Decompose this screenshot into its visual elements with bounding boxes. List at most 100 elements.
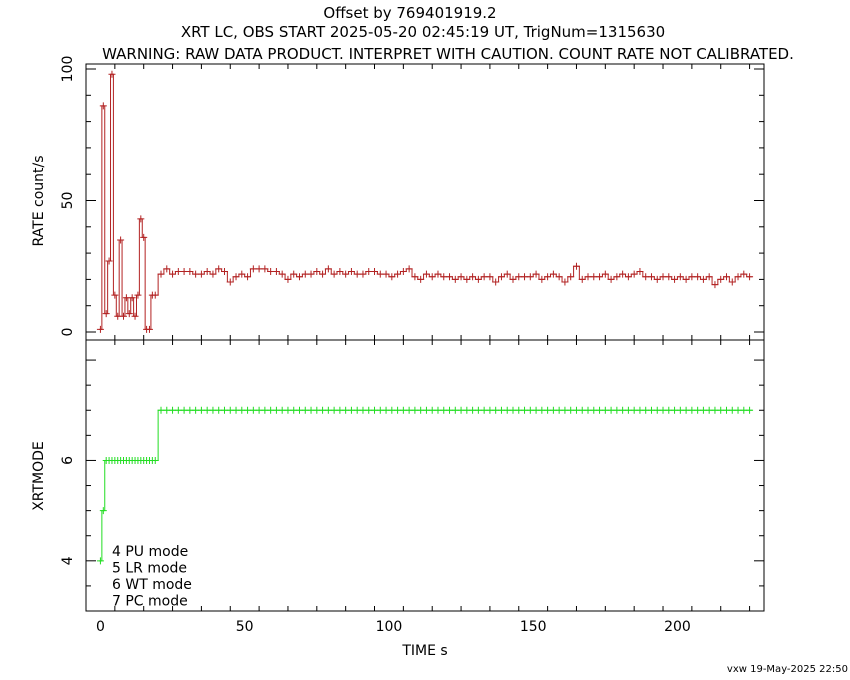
- header-obs-start: XRT LC, OBS START 2025-05-20 02:45:19 UT…: [181, 23, 665, 41]
- rate-point: [347, 268, 355, 276]
- rate-point: [313, 268, 321, 276]
- footer-timestamp: vxw 19-May-2025 22:50: [727, 664, 848, 675]
- rate-point: [169, 270, 177, 278]
- rate-point: [486, 273, 494, 281]
- rate-point: [105, 257, 113, 265]
- time-xlabel: TIME s: [401, 643, 447, 659]
- rate-point: [157, 270, 165, 278]
- rate-point: [117, 236, 125, 244]
- rate-point: [226, 278, 234, 286]
- rate-point: [151, 291, 159, 299]
- rate-point: [244, 273, 252, 281]
- rate-point: [555, 273, 563, 281]
- rate-point: [694, 273, 702, 281]
- rate-point: [526, 273, 534, 281]
- xtick-label: 200: [664, 619, 691, 635]
- rate-point: [417, 275, 425, 283]
- rate-point: [134, 291, 142, 299]
- rate-point: [544, 273, 552, 281]
- rate-point: [509, 275, 517, 283]
- rate-point: [682, 275, 690, 283]
- rate-point: [457, 273, 465, 281]
- rate-point: [451, 275, 459, 283]
- rate-point: [209, 270, 217, 278]
- rate-point: [746, 273, 754, 281]
- rate-point: [140, 233, 148, 241]
- rate-point: [532, 270, 540, 278]
- mode-step-line: [98, 409, 753, 562]
- xtick-label: 100: [376, 619, 403, 635]
- rate-point: [399, 268, 407, 276]
- rate-point: [163, 265, 171, 273]
- rate-point: [503, 270, 511, 278]
- xtick-label: 150: [520, 619, 547, 635]
- rate-point: [722, 273, 730, 281]
- rate-point: [145, 325, 153, 333]
- rate-point: [711, 281, 719, 289]
- rate-point: [307, 270, 315, 278]
- rate-point: [653, 275, 661, 283]
- rate-point: [238, 270, 246, 278]
- rate-point: [120, 312, 128, 320]
- rate-point: [405, 265, 413, 273]
- rate-point: [186, 268, 194, 276]
- rate-point: [290, 270, 298, 278]
- rate-point: [630, 270, 638, 278]
- rate-point: [197, 270, 205, 278]
- rate-point: [371, 268, 379, 276]
- rate-point: [463, 275, 471, 283]
- mode-ylabel: XRTMODE: [31, 441, 47, 511]
- rate-point: [619, 270, 627, 278]
- legend-entry: 4 PU mode: [112, 544, 188, 560]
- rate-point: [102, 310, 110, 318]
- legend-entry: 6 WT mode: [112, 577, 192, 593]
- mode-frame: [85, 339, 765, 612]
- header-warning: WARNING: RAW DATA PRODUCT. INTERPRET WIT…: [102, 45, 794, 63]
- rate-point: [215, 265, 223, 273]
- rate-point: [99, 102, 107, 110]
- rate-point: [131, 312, 139, 320]
- rate-point: [125, 310, 133, 318]
- rate-point: [474, 275, 482, 283]
- rate-point: [428, 273, 436, 281]
- xtick-label: 0: [96, 619, 105, 635]
- rate-point: [601, 270, 609, 278]
- rate-point: [324, 265, 332, 273]
- rate-point: [108, 70, 116, 78]
- rate-point: [469, 273, 477, 281]
- rate-frame: [85, 63, 765, 341]
- rate-point: [699, 275, 707, 283]
- rate-ytick-label: 50: [60, 192, 76, 210]
- rate-point: [572, 262, 580, 270]
- rate-point: [497, 273, 505, 281]
- rate-point: [232, 273, 240, 281]
- rate-point: [295, 273, 303, 281]
- rate-point: [220, 268, 228, 276]
- mode-point: [96, 557, 104, 565]
- mode-ytick-label: 6: [60, 456, 76, 465]
- rate-point: [676, 273, 684, 281]
- rate-point: [394, 270, 402, 278]
- rate-point: [671, 275, 679, 283]
- rate-point: [388, 273, 396, 281]
- rate-point: [492, 278, 500, 286]
- rate-point: [422, 270, 430, 278]
- mode-point: [99, 507, 107, 515]
- rate-point: [647, 273, 655, 281]
- rate-point: [203, 268, 211, 276]
- rate-point: [538, 275, 546, 283]
- mode-point: [746, 406, 754, 414]
- rate-panel: 0 50 100 RATE count/s: [31, 56, 765, 341]
- rate-point: [411, 273, 419, 281]
- rate-point: [382, 270, 390, 278]
- rate-point: [284, 275, 292, 283]
- rate-point: [278, 270, 286, 278]
- rate-point: [596, 273, 604, 281]
- rate-point: [613, 273, 621, 281]
- rate-step-line: [98, 73, 753, 330]
- rate-point: [636, 268, 644, 276]
- legend-entry: 5 LR mode: [112, 561, 187, 577]
- rate-point: [624, 273, 632, 281]
- rate-point: [434, 270, 442, 278]
